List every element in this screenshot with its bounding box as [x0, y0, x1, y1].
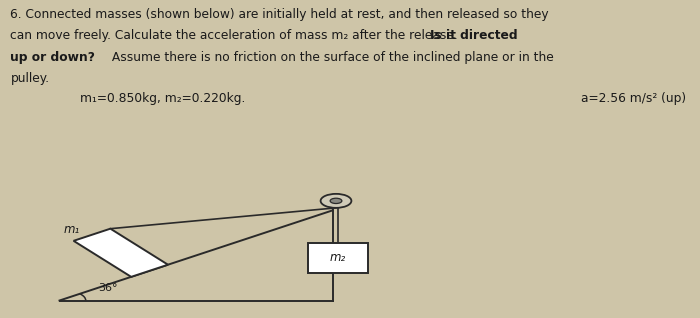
- Text: m₁=0.850kg, m₂=0.220kg.: m₁=0.850kg, m₂=0.220kg.: [80, 92, 246, 105]
- Text: 6. Connected masses (shown below) are initially held at rest, and then released : 6. Connected masses (shown below) are in…: [10, 8, 549, 21]
- Text: a=2.56 m/s² (up): a=2.56 m/s² (up): [581, 92, 686, 105]
- Text: Assume there is no friction on the surface of the inclined plane or in the: Assume there is no friction on the surfa…: [108, 51, 554, 64]
- Text: m₂: m₂: [330, 252, 346, 265]
- Text: Is it directed: Is it directed: [430, 29, 518, 42]
- Circle shape: [330, 198, 342, 204]
- Polygon shape: [74, 229, 168, 277]
- Text: 36°: 36°: [98, 283, 118, 293]
- Text: up or down?: up or down?: [10, 51, 95, 64]
- Circle shape: [321, 194, 351, 208]
- Bar: [309, 243, 368, 273]
- Text: m₁: m₁: [63, 223, 79, 236]
- Text: pulley.: pulley.: [10, 72, 50, 85]
- Text: can move freely. Calculate the acceleration of mass m₂ after the release.: can move freely. Calculate the accelerat…: [10, 29, 462, 42]
